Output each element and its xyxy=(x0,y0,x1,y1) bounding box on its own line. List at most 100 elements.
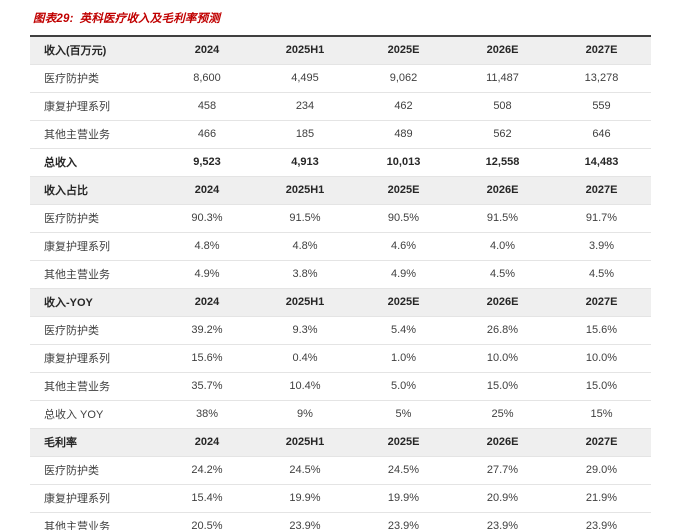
row-label: 其他主营业务 xyxy=(30,120,158,149)
cell: 91.7% xyxy=(552,204,651,233)
row-label: 总收入 xyxy=(30,148,158,177)
section-title: 收入占比 xyxy=(30,176,158,205)
cell: 4.5% xyxy=(453,260,552,289)
cell: 462 xyxy=(354,92,453,121)
cell: 9,523 xyxy=(158,148,256,177)
table-row: 其他主营业务 20.5% 23.9% 23.9% 23.9% 23.9% xyxy=(30,512,651,530)
table-row: 医疗防护类 90.3% 91.5% 90.5% 91.5% 91.7% xyxy=(30,204,651,233)
cell: 508 xyxy=(453,92,552,121)
cell: 91.5% xyxy=(256,204,354,233)
row-label: 医疗防护类 xyxy=(30,204,158,233)
table-row: 其他主营业务 466 185 489 562 646 xyxy=(30,120,651,149)
cell: 12,558 xyxy=(453,148,552,177)
row-label: 医疗防护类 xyxy=(30,456,158,485)
cell: 4.6% xyxy=(354,232,453,261)
row-label: 其他主营业务 xyxy=(30,512,158,530)
cell: 10.0% xyxy=(552,344,651,373)
cell: 24.5% xyxy=(256,456,354,485)
cell: 1.0% xyxy=(354,344,453,373)
column-header: 2024 xyxy=(158,176,256,205)
table-row-total: 总收入 YOY 38% 9% 5% 25% 15% xyxy=(30,400,651,429)
cell: 24.5% xyxy=(354,456,453,485)
column-header: 2024 xyxy=(158,428,256,457)
column-header: 2025H1 xyxy=(256,428,354,457)
cell: 15.6% xyxy=(158,344,256,373)
cell: 559 xyxy=(552,92,651,121)
cell: 91.5% xyxy=(453,204,552,233)
cell: 90.3% xyxy=(158,204,256,233)
figure-title-text: 英科医疗收入及毛利率预测 xyxy=(79,13,221,25)
cell: 23.9% xyxy=(354,512,453,530)
column-header: 2027E xyxy=(552,288,651,317)
section-header-row: 毛利率 2024 2025H1 2025E 2026E 2027E xyxy=(30,428,651,457)
cell: 15.0% xyxy=(552,372,651,401)
column-header: 2027E xyxy=(552,428,651,457)
cell: 4.5% xyxy=(552,260,651,289)
column-header: 2027E xyxy=(552,36,651,65)
cell: 15.0% xyxy=(453,372,552,401)
cell: 9.3% xyxy=(256,316,354,345)
row-label: 医疗防护类 xyxy=(30,316,158,345)
cell: 11,487 xyxy=(453,64,552,93)
cell: 4.8% xyxy=(158,232,256,261)
figure-title: 图表29: 英科医疗收入及毛利率预测 xyxy=(33,10,651,26)
cell: 5.0% xyxy=(354,372,453,401)
cell: 5.4% xyxy=(354,316,453,345)
column-header: 2025E xyxy=(354,176,453,205)
cell: 14,483 xyxy=(552,148,651,177)
cell: 10.0% xyxy=(453,344,552,373)
cell: 23.9% xyxy=(453,512,552,530)
row-label: 医疗防护类 xyxy=(30,64,158,93)
section-header-row: 收入-YOY 2024 2025H1 2025E 2026E 2027E xyxy=(30,288,651,317)
section-header-row: 收入占比 2024 2025H1 2025E 2026E 2027E xyxy=(30,176,651,205)
cell: 24.2% xyxy=(158,456,256,485)
cell: 13,278 xyxy=(552,64,651,93)
row-label: 康复护理系列 xyxy=(30,484,158,513)
cell: 3.8% xyxy=(256,260,354,289)
cell: 4.0% xyxy=(453,232,552,261)
cell: 15% xyxy=(552,400,651,429)
section-title: 收入-YOY xyxy=(30,288,158,317)
cell: 0.4% xyxy=(256,344,354,373)
cell: 23.9% xyxy=(552,512,651,530)
cell: 458 xyxy=(158,92,256,121)
row-label: 康复护理系列 xyxy=(30,344,158,373)
cell: 19.9% xyxy=(256,484,354,513)
cell: 4.9% xyxy=(158,260,256,289)
cell: 90.5% xyxy=(354,204,453,233)
cell: 29.0% xyxy=(552,456,651,485)
column-header: 2026E xyxy=(453,176,552,205)
cell: 21.9% xyxy=(552,484,651,513)
column-header: 2025E xyxy=(354,288,453,317)
cell: 9,062 xyxy=(354,64,453,93)
cell: 38% xyxy=(158,400,256,429)
column-header: 2024 xyxy=(158,288,256,317)
table-row: 康复护理系列 15.6% 0.4% 1.0% 10.0% 10.0% xyxy=(30,344,651,373)
cell: 15.6% xyxy=(552,316,651,345)
column-header: 2026E xyxy=(453,36,552,65)
cell: 5% xyxy=(354,400,453,429)
table-row: 医疗防护类 24.2% 24.5% 24.5% 27.7% 29.0% xyxy=(30,456,651,485)
cell: 15.4% xyxy=(158,484,256,513)
section-header-row: 收入(百万元) 2024 2025H1 2025E 2026E 2027E xyxy=(30,36,651,65)
column-header: 2026E xyxy=(453,428,552,457)
cell: 39.2% xyxy=(158,316,256,345)
cell: 4.9% xyxy=(354,260,453,289)
cell: 234 xyxy=(256,92,354,121)
row-label: 康复护理系列 xyxy=(30,232,158,261)
section-title: 收入(百万元) xyxy=(30,36,158,65)
table-row: 医疗防护类 8,600 4,495 9,062 11,487 13,278 xyxy=(30,64,651,93)
cell: 26.8% xyxy=(453,316,552,345)
cell: 562 xyxy=(453,120,552,149)
row-label: 康复护理系列 xyxy=(30,92,158,121)
table-row: 其他主营业务 4.9% 3.8% 4.9% 4.5% 4.5% xyxy=(30,260,651,289)
column-header: 2025E xyxy=(354,36,453,65)
cell: 3.9% xyxy=(552,232,651,261)
table-row: 康复护理系列 458 234 462 508 559 xyxy=(30,92,651,121)
cell: 4,913 xyxy=(256,148,354,177)
cell: 489 xyxy=(354,120,453,149)
column-header: 2025H1 xyxy=(256,288,354,317)
cell: 10.4% xyxy=(256,372,354,401)
column-header: 2025H1 xyxy=(256,36,354,65)
